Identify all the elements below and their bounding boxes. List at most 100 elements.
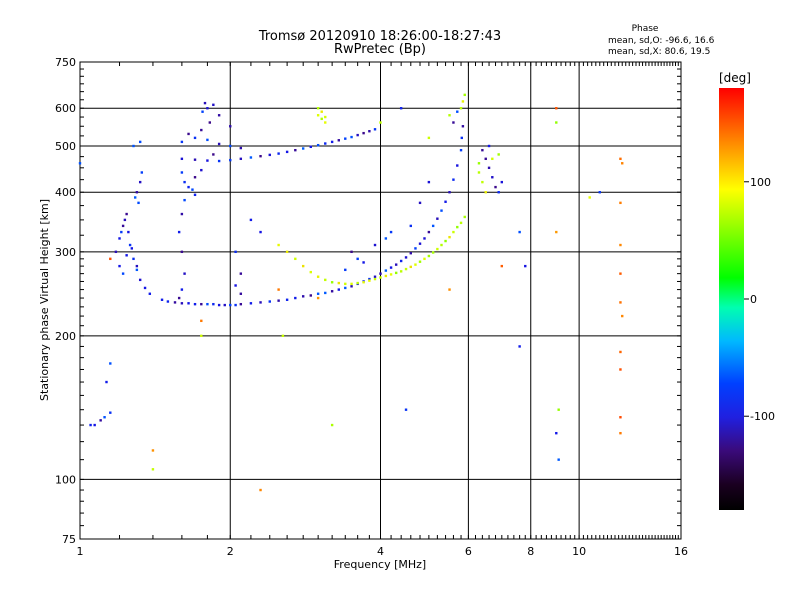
x-mode-point — [461, 100, 465, 103]
o-mode-point — [105, 380, 108, 384]
y-tick-label: 200 — [55, 330, 76, 343]
o-mode-point — [316, 143, 320, 147]
x-mode-point — [379, 276, 382, 279]
x-mode-point — [277, 243, 280, 247]
x-mode-point — [448, 114, 451, 117]
x-mode-point — [497, 153, 500, 156]
x-mode-point — [440, 243, 443, 247]
o-mode-point — [373, 275, 377, 278]
o-mode-point — [452, 178, 455, 181]
o-mode-point — [555, 431, 558, 435]
o-mode-point — [121, 272, 125, 275]
x-mode-point — [285, 250, 289, 254]
o-mode-point — [133, 196, 137, 199]
o-mode-point — [223, 303, 226, 307]
x-mode-point — [309, 270, 312, 274]
o-mode-point — [203, 101, 207, 105]
o-mode-point — [418, 242, 422, 245]
o-mode-point — [524, 264, 527, 268]
o-mode-point — [330, 140, 334, 144]
o-mode-point — [180, 212, 184, 216]
o-mode-point — [249, 218, 253, 222]
o-mode-point — [452, 121, 455, 124]
outlier-point — [619, 368, 622, 371]
outlier-point — [619, 243, 622, 247]
chart-title: Tromsø 20120910 18:26:00-18:27:43 — [258, 29, 501, 44]
x-mode-point — [337, 281, 341, 285]
o-mode-point — [137, 201, 140, 205]
x-mode-point — [356, 281, 359, 285]
x-mode-point — [373, 277, 377, 281]
o-mode-point — [368, 130, 371, 133]
x-mode-point — [436, 247, 439, 251]
o-mode-point — [234, 303, 237, 307]
o-mode-point — [404, 408, 408, 411]
y-tick-label: 750 — [55, 56, 76, 69]
x-mode-point — [431, 251, 435, 254]
o-mode-point — [160, 298, 164, 301]
x-mode-point — [484, 191, 487, 194]
o-mode-point — [138, 278, 142, 282]
phase-box-title: Phase — [632, 24, 659, 34]
o-mode-point — [362, 261, 365, 264]
x-mode-point — [477, 162, 481, 165]
x-mode-point — [452, 230, 455, 234]
colorbar-ticks: 100 0 -100 — [744, 176, 775, 423]
o-mode-point — [294, 148, 297, 152]
o-mode-point — [384, 237, 388, 240]
o-mode-point — [409, 224, 412, 228]
o-mode-point — [200, 302, 203, 306]
o-mode-point — [173, 301, 177, 304]
o-mode-point — [316, 292, 320, 295]
outlier-point — [200, 319, 203, 323]
x-mode-point — [316, 114, 320, 117]
outlier-point — [555, 107, 558, 110]
x-mode-point — [368, 279, 371, 282]
x-mode-point — [423, 257, 426, 261]
o-mode-point — [191, 188, 194, 191]
o-mode-point — [440, 209, 443, 212]
o-mode-point — [229, 144, 232, 148]
o-mode-point — [177, 230, 181, 234]
o-mode-point — [89, 423, 92, 427]
x-mode-point — [316, 275, 320, 278]
o-mode-point — [180, 140, 184, 144]
o-mode-point — [128, 243, 132, 247]
x-mode-point — [448, 235, 451, 239]
x-mode-point — [324, 278, 327, 282]
o-mode-point — [229, 158, 232, 162]
o-mode-point — [399, 107, 403, 110]
o-mode-point — [268, 300, 271, 303]
o-mode-point — [212, 103, 215, 107]
outlier-point — [555, 230, 558, 234]
o-mode-point — [460, 136, 463, 140]
x-mode-point — [330, 281, 334, 284]
o-mode-point — [431, 224, 435, 228]
o-mode-point — [114, 250, 118, 254]
o-mode-point — [373, 243, 377, 247]
colorbar — [719, 88, 744, 510]
o-mode-point — [259, 230, 262, 234]
outlier-point — [109, 257, 112, 261]
o-mode-point — [148, 292, 152, 295]
o-mode-point — [180, 250, 184, 254]
outlier-point — [619, 157, 622, 161]
o-mode-point — [120, 230, 123, 234]
x-mode-point — [281, 334, 285, 338]
o-mode-point — [118, 237, 121, 240]
outlier-point — [621, 314, 624, 318]
o-mode-point — [494, 185, 497, 189]
x-axis-label: Frequency [MHz] — [334, 558, 426, 571]
y-tick-label: 500 — [55, 140, 76, 153]
o-mode-point — [461, 125, 465, 128]
o-mode-point — [103, 416, 106, 419]
o-mode-point — [193, 302, 197, 306]
o-mode-point — [518, 345, 521, 348]
x-mode-point — [294, 257, 297, 261]
x-tick-label: 2 — [227, 545, 234, 558]
o-mode-point — [330, 290, 334, 293]
o-mode-point — [557, 458, 560, 461]
o-mode-point — [309, 145, 312, 149]
o-mode-point — [389, 266, 393, 269]
o-mode-point — [456, 164, 459, 167]
